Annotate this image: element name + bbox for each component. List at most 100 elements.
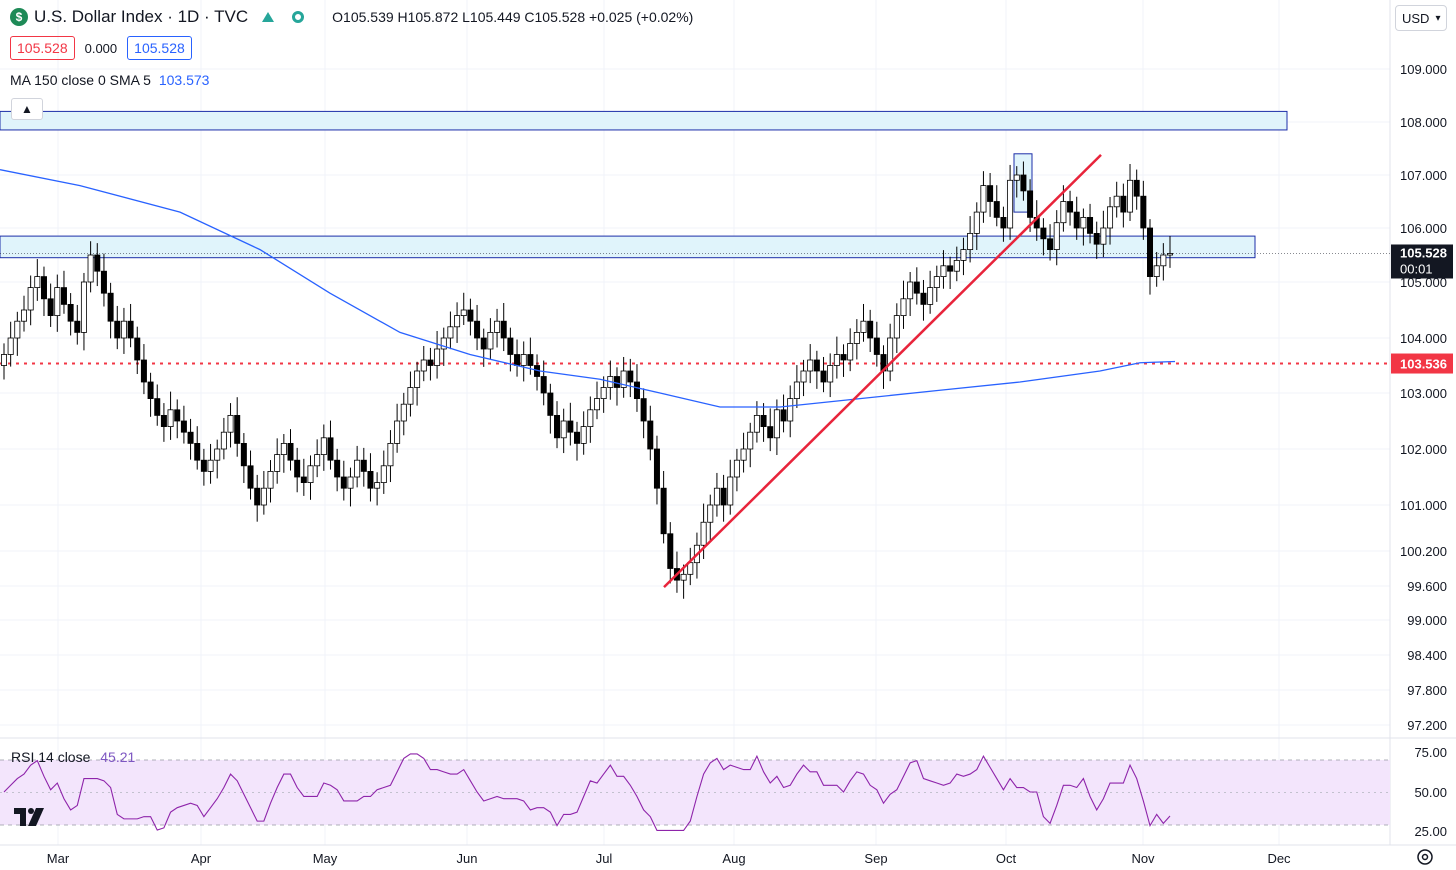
candle [114,305,121,350]
candle [733,448,740,492]
candle [274,438,281,484]
candle [160,403,167,442]
candle [1047,224,1054,261]
candle [0,343,7,380]
support-price-tag [1391,353,1453,374]
candle [907,272,914,317]
buy-button[interactable]: 105.528 [127,36,192,60]
trend-line [663,153,1102,589]
x-tick-label: Oct [996,851,1017,866]
candle [87,241,94,293]
candle [354,445,361,488]
candle [247,450,254,500]
candle [967,216,974,263]
candle [1013,166,1020,198]
candle [340,460,347,501]
candle [300,458,307,496]
candle [1160,243,1167,281]
candle [953,246,960,282]
candle [207,443,214,484]
candle [987,173,994,217]
candle [847,328,854,372]
candle [94,243,101,287]
y-tick-label: 104.000 [1400,331,1447,346]
candle [613,367,620,406]
candle [993,185,1000,227]
flag-icon[interactable] [262,12,275,22]
candle [1020,161,1027,201]
candle [540,360,547,406]
candle [747,422,754,468]
symbol-title[interactable]: U.S. Dollar Index · 1D · TVC [34,7,249,26]
candle [1093,221,1100,259]
candle [600,376,607,413]
ma-value: 103.573 [158,72,210,88]
y-tick-label: 102.000 [1400,442,1447,457]
candle [947,256,954,289]
candle [627,358,634,398]
candle [407,371,414,417]
candle [174,399,181,439]
x-tick-label: Jun [457,851,478,866]
ohlc-values: O105.539 H105.872 L105.449 C105.528 +0.0… [332,9,694,25]
last-price-tag [1391,244,1453,279]
resistance-zone-0 [0,110,1288,131]
rsi-value: 45.21 [100,749,136,765]
candle [1027,179,1034,232]
candle [14,311,21,356]
candle [487,318,494,360]
candle [760,403,767,442]
candle [873,321,880,367]
candle [1087,203,1094,244]
rsi-tick-label: 50.00 [1414,785,1447,800]
market-status-icon[interactable] [292,11,305,23]
candle [480,328,487,367]
collapse-legend-button[interactable]: ▲ [11,98,43,120]
candle [887,323,894,382]
candle [314,439,321,478]
candle [494,308,501,348]
candle [660,470,667,544]
candle [773,399,780,456]
rsi-band [0,760,1390,825]
symbol-legend: $ U.S. Dollar Index · 1D · TVC O105.539 … [10,6,693,28]
candle [867,309,874,353]
settings-gear-icon[interactable] [1416,848,1434,866]
candle [580,411,587,455]
candle [287,429,294,471]
candle [147,372,154,417]
ma-legend[interactable]: MA 150 close 0 SMA 5 103.573 [10,72,209,88]
candle [740,432,747,473]
candle [780,394,787,433]
x-tick-label: Nov [1131,851,1155,866]
candle [893,303,900,353]
candle [220,417,227,460]
candle [367,453,374,502]
candle [180,405,187,444]
candle [200,448,207,486]
rsi-legend[interactable]: RSI 14 close 45.21 [11,749,135,765]
candle [307,455,314,500]
candle [980,171,987,223]
candle [574,421,581,461]
y-tick-label: 100.200 [1400,544,1447,559]
candle [447,311,454,350]
y-tick-label: 97.200 [1407,718,1447,733]
y-tick-label: 99.600 [1407,579,1447,594]
candle [1113,181,1120,218]
candle [520,341,527,382]
sell-button[interactable]: 105.528 [10,36,75,60]
candle [653,435,660,505]
candle [194,426,201,470]
candle [40,266,47,317]
candle [707,494,714,540]
candle [20,295,27,332]
currency-selector[interactable]: USD ▾ [1395,5,1447,31]
candle [500,303,507,352]
candle [380,450,387,494]
candle [973,202,980,251]
rsi-label: RSI 14 close [11,749,91,765]
candle [567,402,574,446]
y-tick-label: 108.000 [1400,115,1447,130]
